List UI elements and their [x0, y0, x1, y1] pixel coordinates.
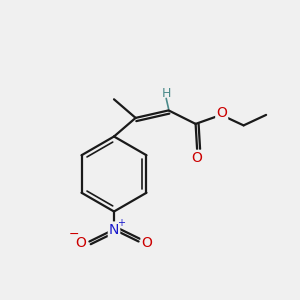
Text: −: −	[68, 228, 79, 242]
Text: H: H	[161, 87, 171, 101]
Text: O: O	[142, 236, 152, 250]
Text: N: N	[109, 223, 119, 236]
Text: O: O	[192, 151, 203, 165]
Text: O: O	[216, 106, 227, 120]
Text: O: O	[76, 236, 86, 250]
Text: +: +	[117, 218, 124, 228]
